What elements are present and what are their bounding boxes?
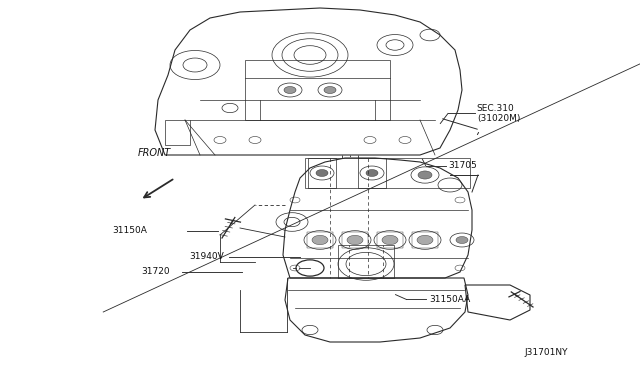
Circle shape [312, 235, 328, 245]
Circle shape [456, 237, 468, 244]
Circle shape [284, 87, 296, 93]
Text: 31150AA: 31150AA [429, 295, 470, 304]
Circle shape [347, 235, 363, 245]
Bar [412, 232, 438, 247]
Circle shape [366, 170, 378, 176]
Text: 31150A: 31150A [112, 226, 147, 235]
Bar [305, 158, 470, 188]
Bar [308, 158, 336, 188]
Circle shape [418, 171, 432, 179]
Text: 31720: 31720 [141, 267, 170, 276]
Text: FRONT: FRONT [138, 148, 171, 157]
Bar [338, 245, 394, 278]
Text: 31940V: 31940V [189, 252, 223, 261]
Text: SEC.310
(31020M): SEC.310 (31020M) [477, 104, 520, 123]
Bar [307, 232, 333, 247]
Bar [358, 158, 386, 188]
Circle shape [316, 170, 328, 176]
Circle shape [382, 235, 398, 245]
Circle shape [417, 235, 433, 245]
Bar [245, 60, 390, 120]
Bar [165, 120, 190, 145]
Bar [342, 232, 368, 247]
Bar [377, 232, 403, 247]
Text: J31701NY: J31701NY [525, 348, 568, 357]
Text: 31705: 31705 [448, 161, 477, 170]
Circle shape [324, 87, 336, 93]
